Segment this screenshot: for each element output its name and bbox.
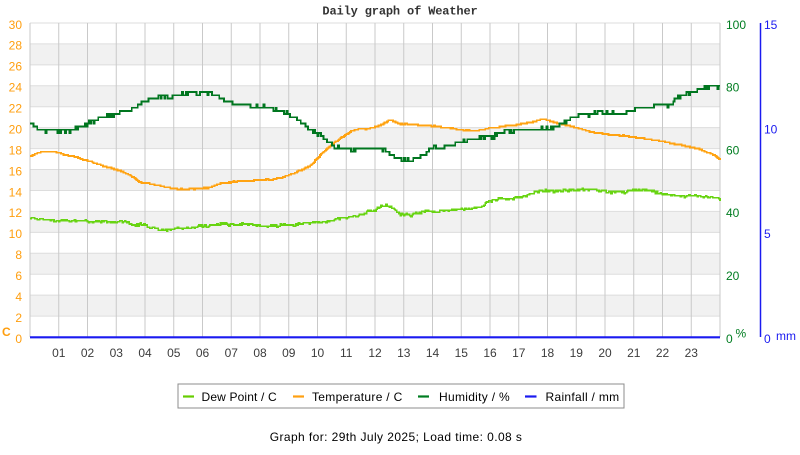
svg-text:22: 22 <box>656 346 670 360</box>
svg-text:Daily graph of Weather: Daily graph of Weather <box>322 5 477 19</box>
svg-text:12: 12 <box>9 206 23 220</box>
svg-text:12: 12 <box>368 346 382 360</box>
svg-text:06: 06 <box>196 346 210 360</box>
svg-text:100: 100 <box>726 18 746 32</box>
svg-text:20: 20 <box>726 269 740 283</box>
svg-text:04: 04 <box>138 346 152 360</box>
svg-text:23: 23 <box>685 346 699 360</box>
svg-text:4: 4 <box>15 290 22 304</box>
svg-text:%: % <box>736 327 747 341</box>
svg-text:2: 2 <box>15 311 22 325</box>
svg-text:16: 16 <box>483 346 497 360</box>
svg-text:22: 22 <box>9 102 23 116</box>
svg-text:10: 10 <box>311 346 325 360</box>
svg-text:03: 03 <box>110 346 124 360</box>
svg-text:Humidity / %: Humidity / % <box>439 390 510 404</box>
svg-text:16: 16 <box>9 164 23 178</box>
svg-text:15: 15 <box>764 18 778 32</box>
svg-text:09: 09 <box>282 346 296 360</box>
svg-text:13: 13 <box>397 346 411 360</box>
svg-text:18: 18 <box>541 346 555 360</box>
svg-text:02: 02 <box>81 346 95 360</box>
svg-text:18: 18 <box>9 143 23 157</box>
svg-text:10: 10 <box>9 227 23 241</box>
svg-text:mm: mm <box>776 329 796 343</box>
svg-text:14: 14 <box>9 185 23 199</box>
svg-text:Temperature / C: Temperature / C <box>312 390 403 404</box>
svg-text:Rainfall / mm: Rainfall / mm <box>546 390 620 404</box>
svg-text:19: 19 <box>570 346 584 360</box>
svg-text:20: 20 <box>598 346 612 360</box>
svg-text:14: 14 <box>426 346 440 360</box>
svg-text:40: 40 <box>726 206 740 220</box>
svg-text:8: 8 <box>15 248 22 262</box>
svg-text:5: 5 <box>764 227 771 241</box>
svg-text:C: C <box>2 325 11 339</box>
svg-text:10: 10 <box>764 123 778 137</box>
svg-text:Graph for: 29th July 2025; Loa: Graph for: 29th July 2025; Load time: 0.… <box>270 430 523 444</box>
svg-text:80: 80 <box>726 81 740 95</box>
svg-text:05: 05 <box>167 346 181 360</box>
svg-text:15: 15 <box>455 346 469 360</box>
svg-text:17: 17 <box>512 346 526 360</box>
svg-text:Dew Point / C: Dew Point / C <box>202 390 277 404</box>
svg-text:01: 01 <box>52 346 66 360</box>
svg-text:0: 0 <box>764 332 771 346</box>
svg-text:60: 60 <box>726 143 740 157</box>
svg-text:07: 07 <box>225 346 239 360</box>
svg-text:20: 20 <box>9 123 23 137</box>
svg-text:21: 21 <box>627 346 641 360</box>
svg-text:0: 0 <box>726 332 733 346</box>
svg-text:26: 26 <box>9 60 23 74</box>
svg-text:11: 11 <box>340 346 353 360</box>
svg-text:0: 0 <box>15 332 22 346</box>
svg-text:08: 08 <box>253 346 267 360</box>
svg-text:6: 6 <box>15 269 22 283</box>
svg-text:30: 30 <box>9 18 23 32</box>
svg-text:24: 24 <box>9 81 23 95</box>
svg-text:28: 28 <box>9 39 23 53</box>
